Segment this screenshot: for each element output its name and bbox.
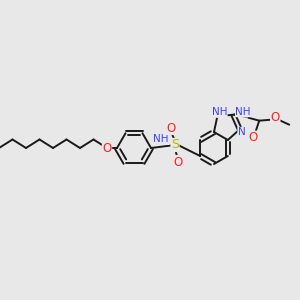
Text: NH: NH [236, 107, 251, 117]
Text: N: N [238, 127, 246, 137]
Text: O: O [102, 142, 112, 154]
Text: O: O [167, 122, 176, 134]
Text: NH: NH [153, 134, 169, 145]
Text: O: O [271, 111, 280, 124]
Text: NH: NH [212, 107, 227, 117]
Text: O: O [249, 131, 258, 144]
Text: S: S [171, 139, 179, 152]
Text: O: O [173, 155, 183, 169]
